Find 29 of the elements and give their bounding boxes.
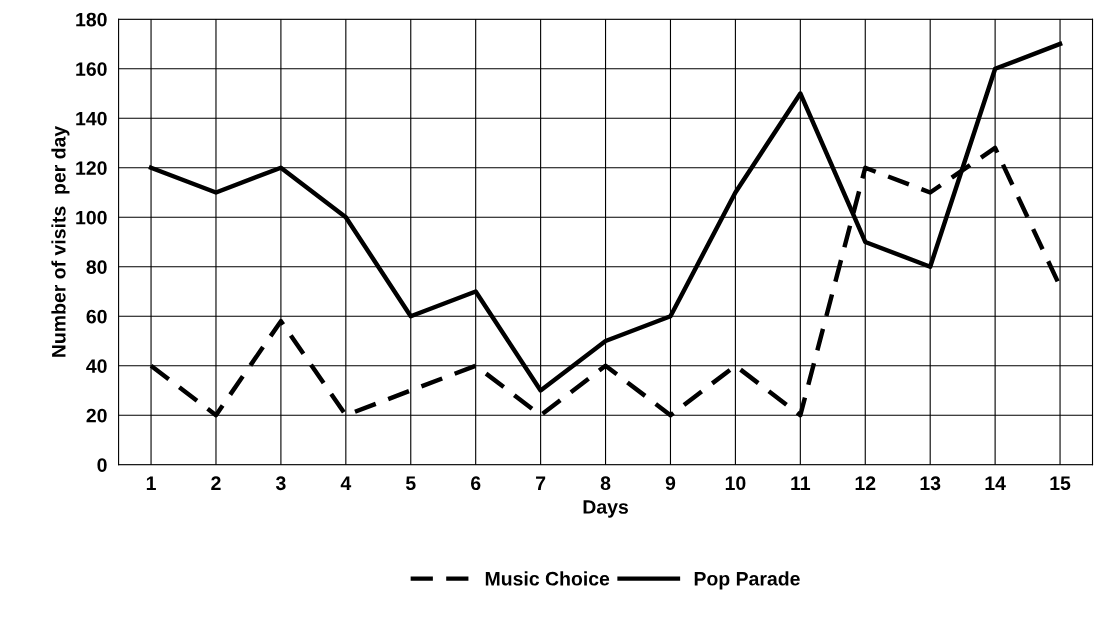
x-tick-label: 14 — [985, 476, 1006, 490]
x-tick-label: 5 — [405, 476, 416, 491]
x-tick-label: 3 — [275, 476, 286, 491]
x-tick-label: 7 — [536, 476, 546, 490]
x-tick-label: 2 — [211, 476, 221, 490]
x-tick-label: 15 — [1050, 476, 1071, 491]
x-tick-label: 8 — [600, 476, 611, 491]
y-tick-label: 120 — [76, 161, 107, 175]
legend-label: Music Choice — [485, 571, 610, 586]
y-tick-label: 80 — [86, 260, 107, 274]
y-axis-title: Number of visits per day — [51, 125, 70, 357]
x-tick-label: 1 — [146, 476, 156, 490]
x-tick-label: 6 — [470, 476, 481, 491]
legend-label: Pop Parade — [694, 571, 800, 590]
x-tick-label: 11 — [791, 476, 811, 490]
x-tick-label: 13 — [920, 476, 941, 491]
y-tick-label: 0 — [97, 458, 107, 472]
x-tick-label: 12 — [855, 476, 876, 490]
x-tick-label: 10 — [725, 476, 746, 491]
x-axis-title: Days — [583, 500, 628, 518]
y-tick-label: 140 — [76, 111, 107, 126]
y-tick-label: 180 — [76, 12, 107, 27]
y-tick-label: 60 — [86, 309, 107, 324]
x-tick-label: 4 — [340, 476, 352, 490]
x-tick-label: 9 — [665, 476, 676, 491]
y-tick-label: 40 — [86, 359, 107, 373]
y-tick-label: 100 — [76, 210, 107, 225]
y-tick-label: 160 — [76, 62, 107, 76]
y-tick-label: 20 — [86, 408, 107, 423]
